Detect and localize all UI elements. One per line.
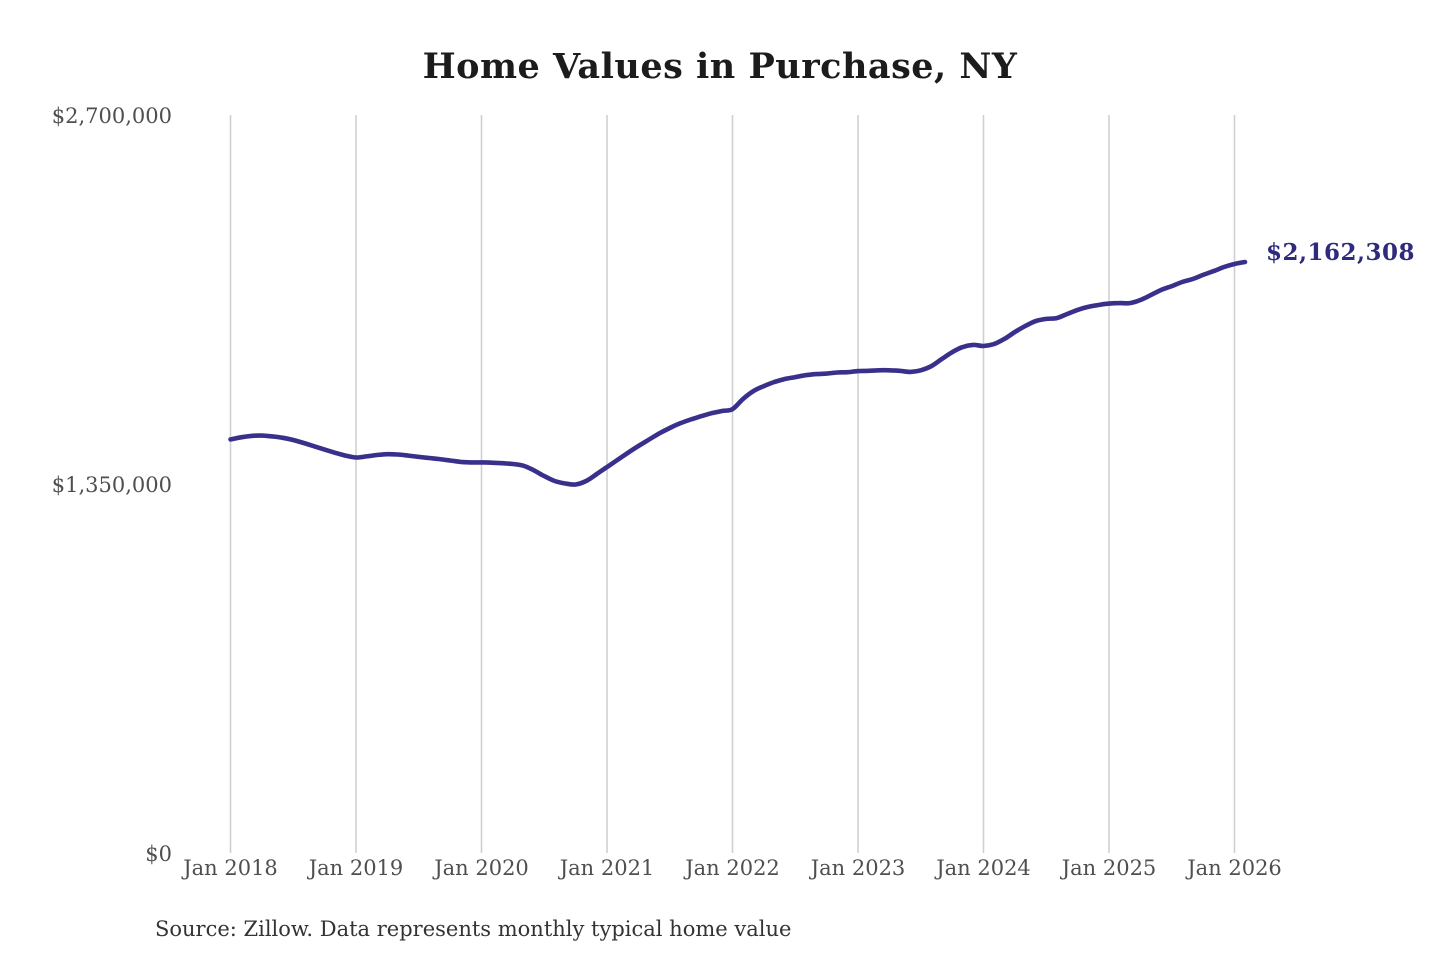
x-axis-tick-label: Jan 2026 <box>1187 856 1282 880</box>
last-value-annotation: $2,162,308 <box>1266 239 1416 266</box>
chart-title: Home Values in Purchase, NY <box>422 46 1018 87</box>
x-axis-tick-label: Jan 2022 <box>685 856 780 880</box>
y-axis-tick-label: $1,350,000 <box>51 473 172 497</box>
x-axis-tick-label: Jan 2021 <box>559 856 655 880</box>
x-axis-tick-label: Jan 2018 <box>183 856 278 880</box>
x-axis-tick-label: Jan 2025 <box>1061 856 1157 880</box>
y-axis-tick-label: $2,700,000 <box>51 104 172 128</box>
x-axis-tick-label: Jan 2023 <box>810 856 906 880</box>
x-axis-tick-label: Jan 2024 <box>936 856 1031 880</box>
x-axis-tick-label: Jan 2020 <box>434 856 529 880</box>
x-axis-tick-label: Jan 2019 <box>308 856 404 880</box>
home-value-line <box>228 259 1248 487</box>
y-axis-tick-label: $0 <box>145 842 172 866</box>
source-note: Source: Zillow. Data represents monthly … <box>155 917 792 941</box>
